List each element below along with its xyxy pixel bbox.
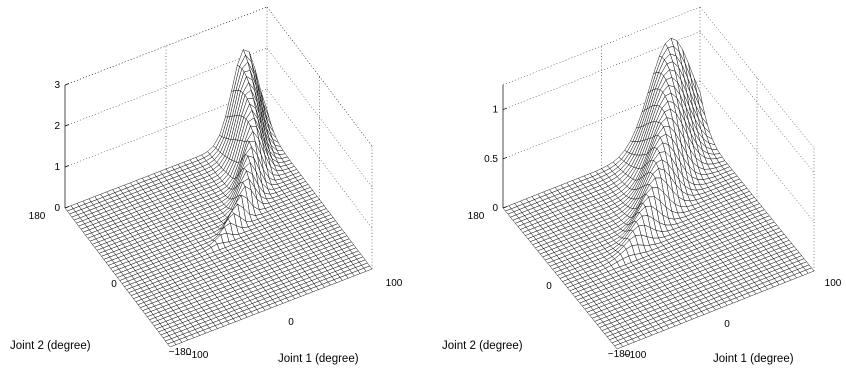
- z-tick-label: 3: [54, 80, 60, 91]
- surface-mesh: [64, 49, 373, 348]
- grid-lines: [502, 6, 815, 271]
- z-tick-label: 0: [54, 203, 60, 214]
- x-axis-label: Joint 1 (degree): [713, 353, 794, 365]
- z-tick-label: 0: [492, 203, 498, 214]
- y-axis-label: Joint 2 (degree): [10, 340, 91, 352]
- y-axis-label: Joint 2 (degree): [442, 340, 523, 352]
- y-tick-label: −180: [169, 347, 192, 358]
- x-tick-label: −100: [186, 350, 209, 361]
- y-tick-label: 0: [111, 279, 117, 290]
- x-tick-label: −100: [624, 350, 647, 361]
- x-tick-label: 100: [825, 278, 842, 289]
- tick-labels: 0 1 2 3 −180 0 180 −100 0 100: [29, 80, 403, 361]
- surface-mesh: [502, 37, 815, 350]
- tick-labels: 0 0.5 1 −180 0 180 −100 0 100: [468, 105, 842, 361]
- z-tick-label: 0.5: [484, 154, 498, 165]
- y-tick-label: 180: [29, 211, 46, 222]
- x-tick-label: 100: [386, 278, 403, 289]
- x-axis-label: Joint 1 (degree): [278, 353, 359, 365]
- x-tick-label: 0: [288, 317, 294, 328]
- surface-plot-2: 0 0.5 1 −180 0 180 −100 0 100 Joint 2 (degree) Joi…: [442, 6, 842, 365]
- y-tick-label: −180: [608, 349, 631, 360]
- z-tick-label: 2: [54, 121, 60, 132]
- z-tick-label: 1: [492, 105, 498, 116]
- y-tick-label: 0: [546, 281, 552, 292]
- x-tick-label: 0: [724, 319, 730, 330]
- z-tick-label: 1: [54, 162, 60, 173]
- y-tick-label: 180: [468, 211, 485, 222]
- surface-plot-1: 0 1 2 3 −180 0 180 −100 0 100 Joint 2 (degree) Join…: [10, 6, 403, 365]
- grid-lines: [64, 6, 373, 269]
